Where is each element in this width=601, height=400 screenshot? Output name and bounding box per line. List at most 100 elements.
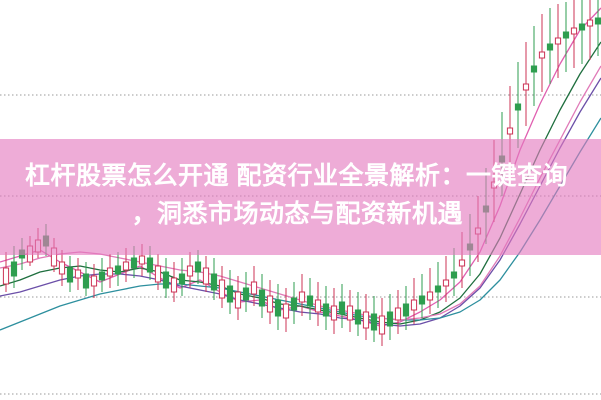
candle-body: [442, 279, 450, 287]
candle-body: [154, 265, 162, 283]
candle-body: [354, 309, 362, 325]
candle-body: [26, 245, 34, 263]
candle-body: [394, 307, 402, 321]
candle-body: [410, 299, 418, 311]
candle: [386, 294, 394, 340]
candle-body: [274, 299, 282, 317]
candle-body: [322, 303, 330, 317]
candle: [210, 258, 218, 300]
candle: [538, 14, 546, 92]
candle: [266, 280, 274, 324]
candle: [58, 250, 66, 286]
candle: [178, 258, 186, 296]
candle-body: [306, 295, 314, 307]
candle-body: [18, 249, 26, 259]
candle: [274, 284, 282, 330]
candle-body: [474, 227, 482, 235]
candle: [546, 8, 554, 84]
candle: [194, 250, 202, 284]
candle: [370, 296, 378, 342]
candle: [98, 258, 106, 292]
candle-body: [386, 311, 394, 327]
candle-body: [458, 259, 466, 267]
candle: [442, 256, 450, 302]
candle: [562, 2, 570, 72]
candle-body: [146, 257, 154, 273]
candle: [154, 254, 162, 290]
candle: [402, 286, 410, 330]
candle: [242, 272, 250, 312]
candle-body: [554, 37, 562, 45]
candle: [450, 248, 458, 296]
ma-line-ma60: [0, 117, 601, 331]
candle-body: [218, 279, 226, 299]
candle-body: [282, 303, 290, 319]
candle: [106, 254, 114, 288]
candle-body: [250, 281, 258, 295]
candle-body: [210, 273, 218, 291]
candle: [330, 288, 338, 334]
candle-body: [202, 267, 210, 285]
candle: [226, 270, 234, 314]
candle-body: [10, 261, 18, 277]
candle: [426, 268, 434, 314]
candle-body: [258, 289, 266, 307]
candle-body: [530, 65, 538, 73]
candle: [530, 26, 538, 106]
candle: [346, 290, 354, 332]
candle: [570, 0, 578, 68]
candle: [514, 62, 522, 148]
candle: [162, 258, 170, 298]
candle-body: [378, 315, 386, 335]
candle: [434, 262, 442, 308]
candle: [250, 266, 258, 306]
candle: [282, 288, 290, 332]
candle-body: [266, 295, 274, 313]
candle-body: [106, 267, 114, 277]
candle: [202, 256, 210, 292]
candle-body: [482, 205, 490, 213]
candle-body: [522, 83, 530, 91]
candle-body: [138, 255, 146, 265]
candle: [394, 290, 402, 334]
candle-body: [506, 127, 514, 135]
candle: [362, 294, 370, 340]
candle-body: [42, 235, 50, 247]
candle-body: [162, 271, 170, 289]
candle-body: [578, 23, 586, 31]
candle-body: [570, 27, 578, 35]
candle-body: [82, 273, 90, 289]
candle-body: [514, 103, 522, 111]
candle: [338, 284, 346, 328]
candle: [410, 278, 418, 324]
candle: [66, 256, 74, 292]
candle-body: [2, 267, 10, 285]
candle-body: [66, 267, 74, 283]
candle: [258, 274, 266, 318]
candle-body: [34, 239, 42, 253]
candle: [586, 0, 594, 60]
candle-body: [98, 271, 106, 281]
candle: [418, 274, 426, 318]
candle-body: [346, 305, 354, 321]
candle-body: [490, 181, 498, 189]
candle: [114, 252, 122, 286]
candle-body: [498, 155, 506, 163]
candle-body: [466, 243, 474, 251]
candle-body: [50, 247, 58, 267]
candle: [378, 298, 386, 346]
candle-body: [290, 297, 298, 311]
candle: [322, 286, 330, 330]
candle-body: [122, 261, 130, 271]
candle: [354, 292, 362, 336]
candle: [554, 4, 562, 78]
candle-body: [130, 257, 138, 269]
candle-body: [298, 291, 306, 303]
candle-body: [74, 269, 82, 279]
candle: [290, 282, 298, 324]
candle: [314, 282, 322, 326]
candle: [578, 0, 586, 64]
candle-body: [58, 261, 66, 275]
